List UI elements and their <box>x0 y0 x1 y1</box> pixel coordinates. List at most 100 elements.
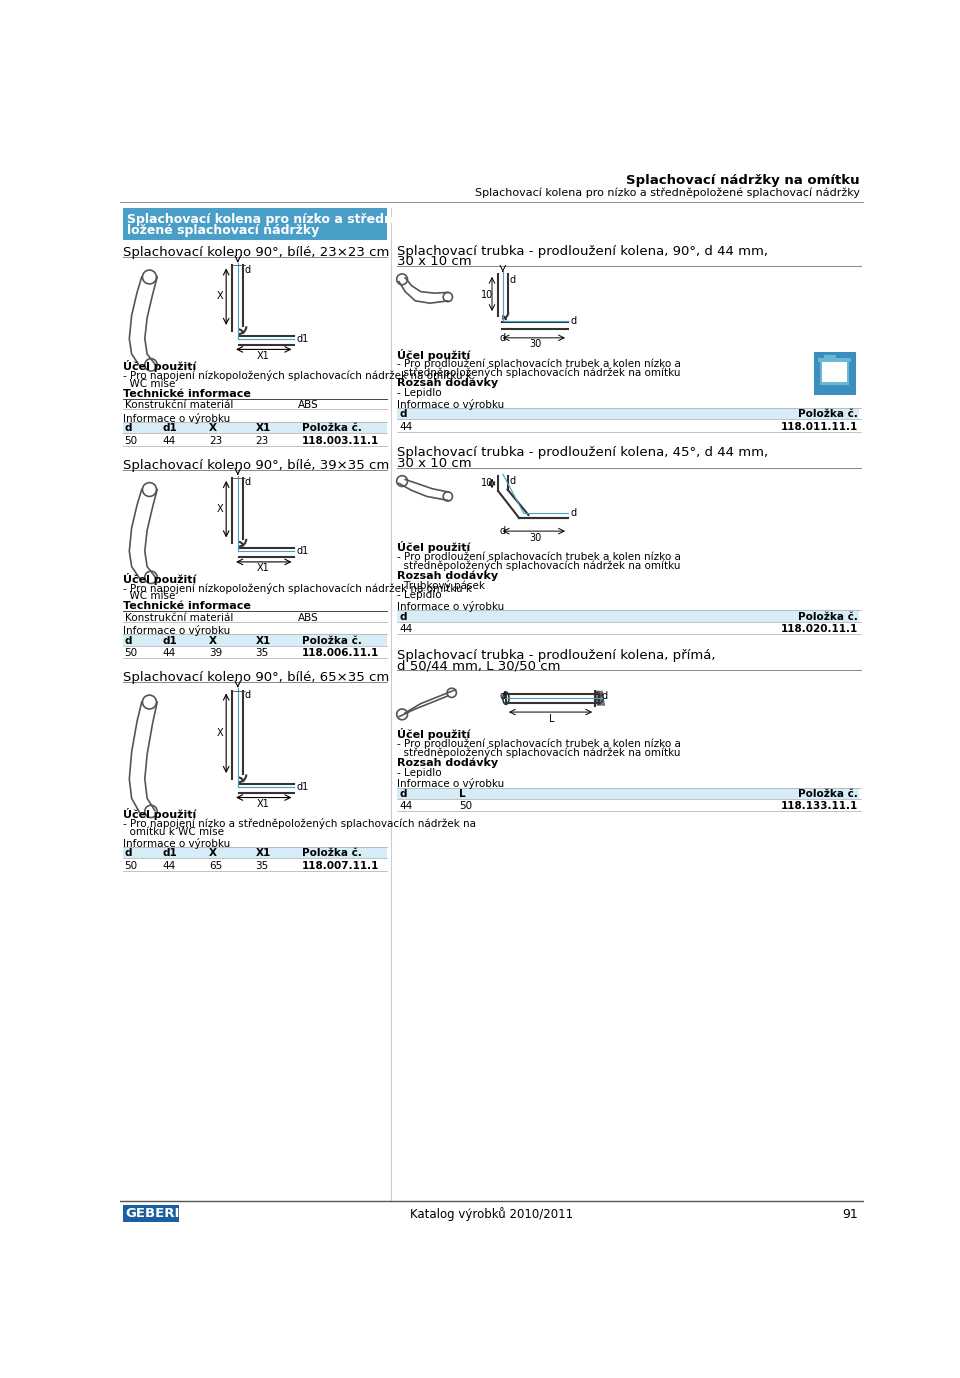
Text: Účel použití: Účel použití <box>397 349 470 361</box>
Text: Splachovací trubka - prodloužení kolena, přímá,: Splachovací trubka - prodloužení kolena,… <box>397 649 716 661</box>
Text: Položka č.: Položka č. <box>302 635 362 646</box>
Text: Účel použití: Účel použití <box>397 542 470 553</box>
Text: 118.011.11.1: 118.011.11.1 <box>780 422 858 431</box>
Text: - Trubkový pásek: - Trubkový pásek <box>397 580 486 591</box>
Bar <box>820 360 850 384</box>
Text: ložené splachovací nádržky: ložené splachovací nádržky <box>127 223 320 237</box>
Text: WC míse: WC míse <box>123 591 176 601</box>
Text: středněpoložených splachovacích nádržek na omítku: středněpoložených splachovacích nádržek … <box>397 367 681 378</box>
Text: X: X <box>217 291 224 302</box>
Text: 118.003.11.1: 118.003.11.1 <box>302 435 379 445</box>
Text: d1: d1 <box>297 781 309 792</box>
Text: Položka č.: Položka č. <box>302 849 362 858</box>
Text: d: d <box>125 423 132 433</box>
Text: d: d <box>245 265 251 274</box>
Text: d 50/44 mm, L 30/50 cm: d 50/44 mm, L 30/50 cm <box>397 660 561 672</box>
Text: - Lepidlo: - Lepidlo <box>397 590 442 599</box>
Text: - Lepidlo: - Lepidlo <box>397 387 442 398</box>
Text: omítku k WC míse: omítku k WC míse <box>123 827 224 836</box>
Text: GEBERIT: GEBERIT <box>126 1207 189 1220</box>
Text: Konstrukční materiál: Konstrukční materiál <box>125 613 233 623</box>
Text: 50: 50 <box>125 648 138 659</box>
Text: Rozsah dodávky: Rozsah dodávky <box>397 378 498 389</box>
Text: 10: 10 <box>481 289 493 300</box>
Text: Informace o výrobku: Informace o výrobku <box>397 779 505 790</box>
Text: X1: X1 <box>257 799 270 809</box>
Text: 39: 39 <box>209 648 223 659</box>
Text: d1: d1 <box>162 423 178 433</box>
Bar <box>123 422 387 433</box>
Text: Informace o výrobku: Informace o výrobku <box>123 412 230 423</box>
Bar <box>825 354 836 360</box>
Text: d: d <box>399 790 406 799</box>
Text: 30: 30 <box>529 339 541 350</box>
Bar <box>123 1204 179 1222</box>
Text: X: X <box>209 849 217 858</box>
Bar <box>397 610 859 621</box>
Text: Informace o výrobku: Informace o výrobku <box>123 626 230 637</box>
Text: 30 x 10 cm: 30 x 10 cm <box>397 457 472 470</box>
Text: - Pro napojení nízko a středněpoložených splachovacích nádržek na: - Pro napojení nízko a středněpoložených… <box>123 819 476 830</box>
Text: Technické informace: Technické informace <box>123 601 251 612</box>
Bar <box>397 408 859 419</box>
Text: d: d <box>245 477 251 488</box>
Text: 44: 44 <box>399 624 412 634</box>
Text: Informace o výrobku: Informace o výrobku <box>123 838 230 849</box>
Text: d1: d1 <box>297 546 309 557</box>
Text: Splachovací koleno 90°, bílé, 39×35 cm: Splachovací koleno 90°, bílé, 39×35 cm <box>123 459 390 471</box>
Text: X: X <box>209 423 217 433</box>
Text: d: d <box>509 274 516 285</box>
Bar <box>123 208 387 240</box>
Text: 118.020.11.1: 118.020.11.1 <box>780 624 858 634</box>
Text: - Pro napojení nízkopoložených splachovacích nádržek na omítku k: - Pro napojení nízkopoložených splachova… <box>123 371 472 382</box>
Text: Rozsah dodávky: Rozsah dodávky <box>397 758 498 768</box>
Text: X1: X1 <box>255 423 271 433</box>
Text: X1: X1 <box>255 849 271 858</box>
Text: d1: d1 <box>162 635 178 646</box>
Text: L: L <box>548 714 554 723</box>
Text: d: d <box>399 612 406 621</box>
Text: d: d <box>570 508 576 518</box>
Text: - Lepidlo: - Lepidlo <box>397 768 442 777</box>
Text: 118.006.11.1: 118.006.11.1 <box>302 648 379 659</box>
Text: Splachovací nádržky na omítku: Splachovací nádržky na omítku <box>627 174 860 187</box>
Text: d: d <box>245 690 251 700</box>
Text: 118.133.11.1: 118.133.11.1 <box>780 802 858 812</box>
Text: Splachovací kolena pro nízko a středněpo-: Splachovací kolena pro nízko a středněpo… <box>127 214 424 226</box>
Text: - Pro napojení nízkopoložených splachovacích nádržek na omítku k: - Pro napojení nízkopoložených splachova… <box>123 583 472 594</box>
Text: X: X <box>209 635 217 646</box>
Text: Položka č.: Položka č. <box>798 612 858 621</box>
Text: X: X <box>217 728 224 737</box>
Text: d1: d1 <box>297 333 309 343</box>
Text: X1: X1 <box>255 635 271 646</box>
Text: d: d <box>500 333 506 343</box>
Text: d: d <box>601 692 608 701</box>
Text: WC míse: WC míse <box>123 379 176 389</box>
Bar <box>814 353 856 395</box>
Text: 35: 35 <box>255 648 269 659</box>
Text: 50: 50 <box>125 435 138 445</box>
Bar <box>822 362 847 382</box>
Text: 23: 23 <box>255 435 269 445</box>
Text: 44: 44 <box>399 422 412 431</box>
Text: Splachovací trubka - prodloužení kolena, 90°, d 44 mm,: Splachovací trubka - prodloužení kolena,… <box>397 245 768 258</box>
Text: 65: 65 <box>209 861 223 871</box>
Bar <box>397 787 859 799</box>
Text: d: d <box>500 692 506 701</box>
Text: středněpoložených splachovacích nádržek na omítku: středněpoložených splachovacích nádržek … <box>397 559 681 570</box>
Bar <box>818 358 851 362</box>
Text: ABS: ABS <box>299 613 319 623</box>
Text: Položka č.: Položka č. <box>798 790 858 799</box>
Text: - Pro prodloužení splachovacích trubek a kolen nízko a: - Pro prodloužení splachovacích trubek a… <box>397 358 682 369</box>
Text: d: d <box>125 849 132 858</box>
Ellipse shape <box>503 692 509 704</box>
Text: 44: 44 <box>399 802 412 812</box>
Text: Položka č.: Položka č. <box>798 409 858 419</box>
Text: 44: 44 <box>162 861 176 871</box>
Text: 44: 44 <box>162 435 176 445</box>
Text: Informace o výrobku: Informace o výrobku <box>397 601 505 612</box>
Text: Splachovací koleno 90°, bílé, 65×35 cm: Splachovací koleno 90°, bílé, 65×35 cm <box>123 671 390 685</box>
Text: X: X <box>217 504 224 514</box>
Text: 118.007.11.1: 118.007.11.1 <box>302 861 379 871</box>
Text: středněpoložených splachovacích nádržek na omítku: středněpoložených splachovacích nádržek … <box>397 747 681 758</box>
